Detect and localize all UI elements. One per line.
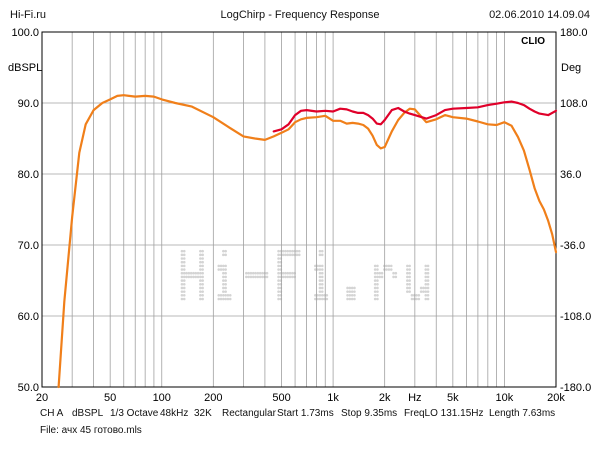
timestamp: 02.06.2010 14.09.04 — [489, 9, 590, 21]
footer-setting-item: 1/3 Octave — [110, 408, 159, 419]
y2-tick-label: -36.0 — [560, 240, 585, 252]
y-tick-label: 70.0 — [18, 240, 39, 252]
x-tick-label: 100 — [153, 392, 171, 404]
y2-tick-label: -180.0 — [560, 382, 591, 394]
y-tick-label: 60.0 — [18, 311, 39, 323]
tick-labels: 100.0 90.0 80.0 70.0 60.0 50.0 180.0 108.0 36.0 -… — [11, 27, 591, 404]
x-tick-label: Hz — [408, 392, 421, 404]
footer-setting-item: 32K — [194, 408, 212, 419]
x-tick-label: 500 — [272, 392, 290, 404]
footer-setting-item: Stop 9.35ms — [341, 408, 398, 419]
site-name: Hi-Fi.ru — [10, 9, 47, 21]
x-tick-label: 50 — [104, 392, 116, 404]
series-line-2 — [57, 94, 558, 389]
x-tick-label: 10k — [496, 392, 514, 404]
chart-title: LogChirp - Frequency Response — [220, 9, 380, 21]
series-layer — [57, 94, 558, 389]
y-tick-label: 90.0 — [18, 98, 39, 110]
x-tick-label: 20 — [36, 392, 48, 404]
footer-setting-item: 48kHz — [160, 408, 189, 419]
y2-tick-label: -108.0 — [560, 311, 591, 323]
y-tick-label: 50.0 — [18, 382, 39, 394]
footer-setting-item: dBSPL — [72, 408, 104, 419]
grid — [42, 32, 556, 387]
plot-frame — [41, 31, 557, 388]
watermark — [180, 249, 430, 301]
footer-setting-item: Start 1.73ms — [277, 408, 334, 419]
y-tick-label: 100.0 — [11, 27, 39, 39]
x-tick-label: 1k — [327, 392, 339, 404]
footer-file: File: ачх 45 готово.mls — [40, 425, 142, 436]
x-tick-label: 5k — [447, 392, 459, 404]
y-tick-label: 80.0 — [18, 169, 39, 181]
clio-brand-label: CLIO — [521, 36, 545, 47]
x-tick-label: 20k — [547, 392, 565, 404]
series-line-1 — [272, 100, 558, 133]
footer-setting-item: Rectangular — [222, 408, 276, 419]
footer-setting-item: FreqLO 131.15Hz — [404, 408, 484, 419]
y-axis-label: dBSPL — [8, 62, 42, 74]
footer-setting-item: CH A — [40, 408, 64, 419]
x-tick-label: 2k — [379, 392, 391, 404]
footer-setting-item: Length 7.63ms — [489, 408, 556, 419]
y2-tick-label: 36.0 — [560, 169, 581, 181]
y2-axis-label: Deg — [561, 62, 581, 74]
y2-tick-label: 180.0 — [560, 27, 588, 39]
y2-tick-label: 108.0 — [560, 98, 588, 110]
x-tick-label: 200 — [204, 392, 222, 404]
